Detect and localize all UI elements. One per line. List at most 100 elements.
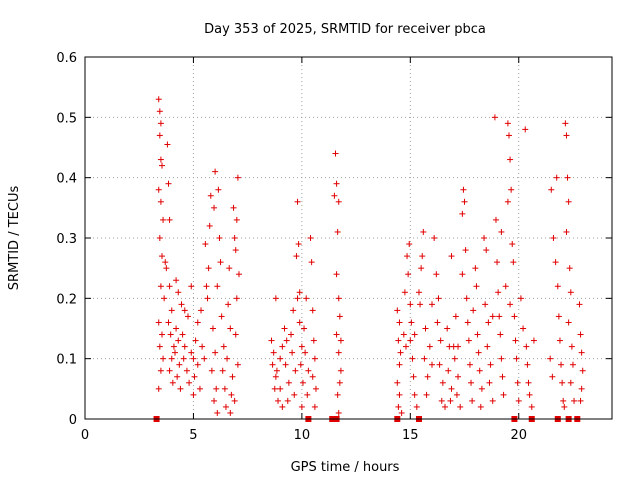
data-point <box>421 355 428 362</box>
data-point <box>156 108 163 115</box>
data-point <box>509 241 516 248</box>
data-point <box>196 385 203 392</box>
data-point <box>155 385 162 392</box>
data-point <box>216 235 223 241</box>
data-point <box>428 301 435 308</box>
data-point <box>301 325 308 332</box>
data-point <box>512 337 519 344</box>
data-point <box>464 319 471 326</box>
plot-frame <box>84 56 613 420</box>
data-point <box>158 331 165 338</box>
data-point <box>283 337 290 344</box>
data-point <box>232 247 239 254</box>
data-point <box>485 319 492 326</box>
data-point <box>475 349 482 356</box>
data-point <box>183 367 190 374</box>
data-point <box>560 397 567 404</box>
data-point <box>222 403 229 410</box>
data-point <box>507 156 514 163</box>
data-point <box>228 391 235 398</box>
data-point <box>505 132 512 139</box>
data-point <box>234 174 241 181</box>
data-point <box>221 385 228 392</box>
data-point <box>185 313 192 320</box>
data-point <box>303 295 310 302</box>
data-point <box>524 361 531 368</box>
data-point <box>206 222 213 229</box>
data-point <box>400 331 407 338</box>
data-point <box>522 126 529 133</box>
data-point <box>198 307 205 314</box>
data-point <box>277 385 284 392</box>
data-point <box>173 325 180 332</box>
data-point <box>431 235 438 241</box>
data-point <box>436 361 443 368</box>
data-point <box>530 337 537 344</box>
y-tick-label: 0.2 <box>56 292 77 307</box>
data-point <box>157 120 164 127</box>
data-point <box>229 373 236 380</box>
data-point <box>281 325 288 332</box>
data-point <box>504 120 511 127</box>
data-point <box>404 253 411 260</box>
data-point <box>483 247 490 254</box>
data-point <box>212 168 219 175</box>
data-point <box>568 343 575 350</box>
data-point <box>233 216 240 223</box>
data-point <box>158 253 165 260</box>
data-point <box>423 391 430 398</box>
data-point <box>157 283 164 290</box>
data-point <box>175 289 182 296</box>
grid-lines <box>85 57 612 419</box>
data-point <box>413 403 420 410</box>
data-point <box>294 295 301 302</box>
data-point <box>160 216 167 223</box>
data-point <box>178 301 185 308</box>
data-point <box>305 367 312 374</box>
data-point <box>194 319 201 326</box>
x-tick-label: 20 <box>510 428 527 443</box>
data-point <box>298 343 305 350</box>
data-point <box>439 379 446 386</box>
data-point <box>422 325 429 332</box>
data-point <box>309 373 316 380</box>
data-point <box>482 301 489 308</box>
data-point <box>405 271 412 278</box>
data-point <box>215 186 222 193</box>
data-point <box>268 337 275 344</box>
data-point <box>207 192 214 199</box>
data-point <box>155 186 162 193</box>
y-axis-label: SRMTID / TECUs <box>7 186 22 291</box>
x-tick-label: 0 <box>81 428 89 443</box>
data-point <box>495 289 502 296</box>
data-point <box>569 361 576 368</box>
data-point <box>203 283 210 290</box>
data-point <box>294 198 301 205</box>
data-point <box>444 325 451 332</box>
data-point <box>492 216 499 223</box>
data-point <box>437 337 444 344</box>
data-point <box>166 216 173 223</box>
y-tick-label: 0 <box>69 413 77 428</box>
data-point <box>269 361 276 368</box>
data-point <box>511 313 518 320</box>
data-point <box>547 355 554 362</box>
data-point <box>435 295 442 302</box>
data-point <box>571 397 578 404</box>
data-point <box>177 385 184 392</box>
data-point <box>224 355 231 362</box>
data-point <box>478 385 485 392</box>
data-point <box>525 379 532 386</box>
data-point <box>426 343 433 350</box>
data-point <box>174 373 181 380</box>
data-point <box>299 379 306 386</box>
data-point <box>296 319 303 326</box>
data-point <box>334 228 341 235</box>
data-point <box>289 349 296 356</box>
data-point <box>576 301 583 308</box>
data-point <box>337 367 344 374</box>
data-point <box>567 289 574 296</box>
data-point <box>285 379 292 386</box>
data-point <box>453 391 460 398</box>
